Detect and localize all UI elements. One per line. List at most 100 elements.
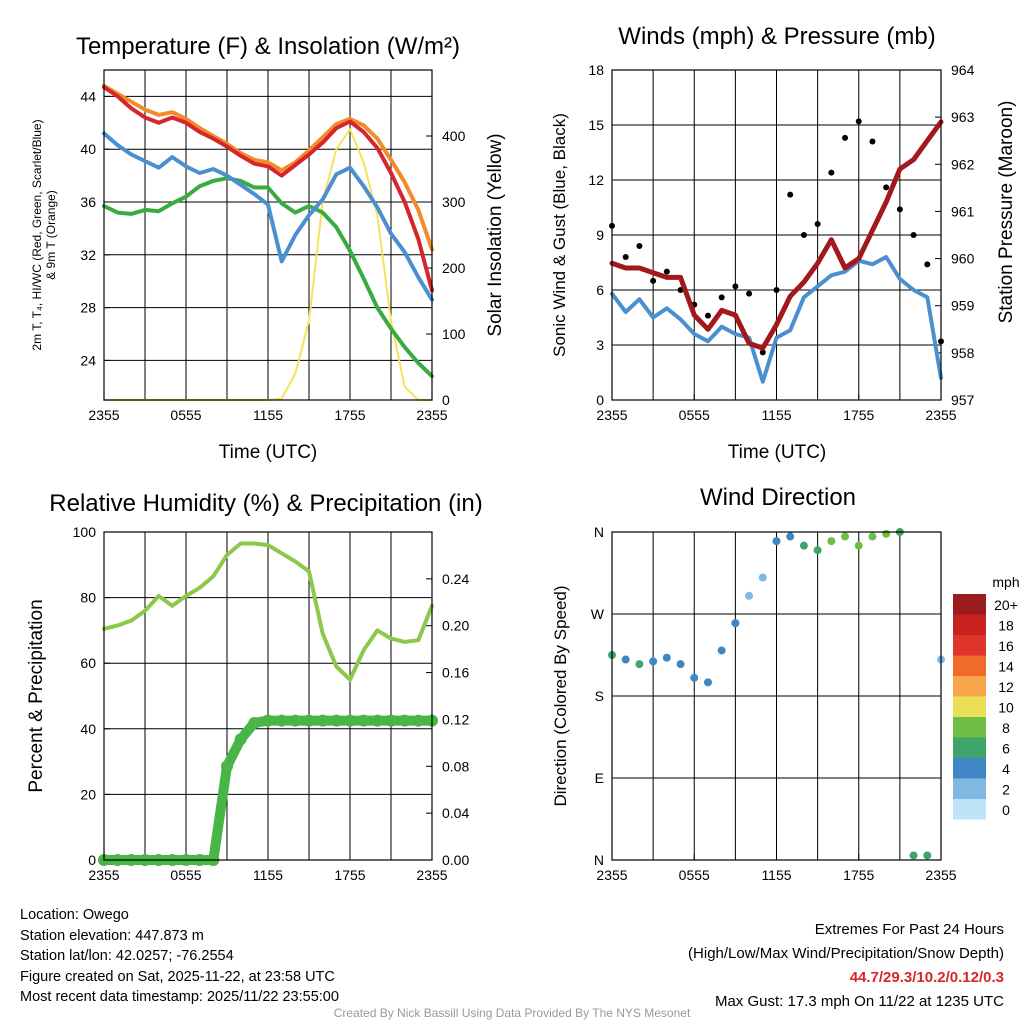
wdir-point [649,657,658,666]
rh-title: Relative Humidity (%) & Precipitation (i… [49,490,482,517]
wind-gust-point [842,134,849,141]
rh-ylabel: Percent & Precipitation [26,599,47,792]
wdir-legend: mph 20+ 18 16 14 12 10 8 6 4 2 0 [953,574,1020,820]
rh-precip-point [398,714,411,727]
temp-x-tick-label: 0555 [170,407,201,423]
rh-precip-point [303,714,315,727]
rh-x-tick-label: 0555 [170,867,201,883]
wdir-legend-label: 4 [1002,761,1010,777]
temp-chart: 2355 0555 1155 1755 2355 24 28 32 36 40 44 0 100 200 3… [30,33,506,463]
wdir-point [882,529,891,538]
rh-y-tick-label: 0 [88,852,96,868]
wind-chart: 2355 0555 1155 1755 235503691215189579589599… [550,23,1017,463]
wind-y-tick-label: 0 [596,392,604,408]
temp-y-tick-label: 32 [80,247,96,263]
temp-title: Temperature (F) & Insolation (W/m²) [76,33,460,60]
wind-y-tick-label: 9 [596,227,604,243]
created-text: Figure created on Sat, 2025-11-22, at 23… [20,968,335,985]
wind-y2-tick-label: 959 [951,298,975,314]
wind-x-tick-label: 2355 [596,407,627,423]
rh-y-tick-label: 80 [80,590,96,606]
wind-y2-tick-label: 963 [951,109,975,125]
wdir-x-tick-label: 1755 [843,867,874,883]
wdir-point [703,678,712,687]
wdir-point [786,532,795,541]
wind-y-tick-label: 6 [596,282,604,298]
wdir-legend-label: 12 [998,679,1014,695]
wdir-point [813,546,822,555]
temp-series-td [102,176,434,379]
wdir-legend-swatch [953,594,986,615]
rh-y2-tick-label: 0.04 [442,805,469,821]
wdir-point [635,660,644,669]
rh-y2-tick-label: 0.00 [442,852,469,868]
wdir-point [621,655,630,664]
wdir-point [745,591,754,600]
wdir-plot-border [611,531,942,861]
rh-y-tick-label: 60 [80,655,96,671]
wind-gust-point [787,191,794,198]
wdir-y-tick-label: N [594,852,604,868]
rh-y-tick-label: 100 [73,524,97,540]
wind-x-tick-label: 0555 [679,407,710,423]
temp-y2-tick-label: 200 [442,260,466,276]
temp-ylabel-2: & 9m T (Orange) [44,190,58,280]
wdir-legend-swatch [953,676,986,697]
temp-x-tick-label: 2355 [416,407,447,423]
rh-precip-point [262,714,274,727]
wind-gust-point [650,277,657,284]
temp-y2-tick-label: 0 [442,392,450,408]
wdir-legend-swatch [953,635,986,656]
wdir-legend-label: 6 [1002,741,1010,757]
wdir-point [923,851,932,860]
wind-xlabel: Time (UTC) [728,442,827,463]
wdir-ylabel: Direction (Colored By Speed) [551,585,570,806]
wdir-point [909,851,918,860]
wdir-legend-label: 18 [998,618,1014,634]
wind-gust-point [718,294,725,301]
wind-gust-point [732,283,739,290]
rh-plot-border [103,531,433,861]
wind-series-sonic-wind [610,255,943,384]
wdir-point [772,537,781,546]
wind-gust-point [869,138,876,145]
wind-y-tick-label: 3 [596,337,604,353]
station-info: Location: Owego Station elevation: 447.8… [20,905,339,1008]
wdir-legend-label: 0 [1002,802,1010,818]
rh-precip-point [385,714,397,727]
wdir-y-tick-label: W [591,606,605,622]
wind-x-tick-label: 1755 [843,407,874,423]
rh-x-tick-label: 1755 [334,867,365,883]
rh-y2-tick-label: 0.12 [442,711,469,727]
wdir-legend-label: 8 [1002,720,1010,736]
wdir-point [854,541,863,550]
wdir-x-tick-label: 0555 [679,867,710,883]
wind-gust-point [746,290,753,297]
wdir-point [717,646,726,655]
rh-y2-tick-label: 0.24 [442,571,469,587]
temp-y2-tick-label: 400 [442,128,466,144]
temp-x-tick-label: 2355 [88,407,119,423]
wind-gust-point [704,312,711,319]
rh-y2-tick-label: 0.16 [442,665,469,681]
rh-precip-point [357,714,370,727]
wdir-legend-swatch [953,758,986,779]
wdir-x-tick-label: 2355 [596,867,627,883]
max-gust-text: Max Gust: 17.3 mph On 11/22 at 1235 UTC [714,993,1004,1010]
rh-y2-tick-label: 0.20 [442,618,469,634]
wdir-legend-label: 2 [1002,782,1010,798]
rh-precip-point [221,760,233,773]
wind-gust-point [896,206,903,213]
temp-y2-tick-label: 300 [442,194,466,210]
wdir-y-tick-label: E [595,770,604,786]
rh-x-tick-label: 2355 [88,867,119,883]
wdir-legend-swatch [953,737,986,758]
temp-xlabel: Time (UTC) [219,442,318,463]
wdir-point [827,537,836,546]
credit-text: Created By Nick Bassill Using Data Provi… [333,1006,691,1020]
rh-x-tick-label: 1155 [253,867,283,883]
temp-series-hi-wc [102,131,434,302]
wind-gust-point [800,232,807,238]
temp-y-tick-label: 44 [80,88,96,104]
